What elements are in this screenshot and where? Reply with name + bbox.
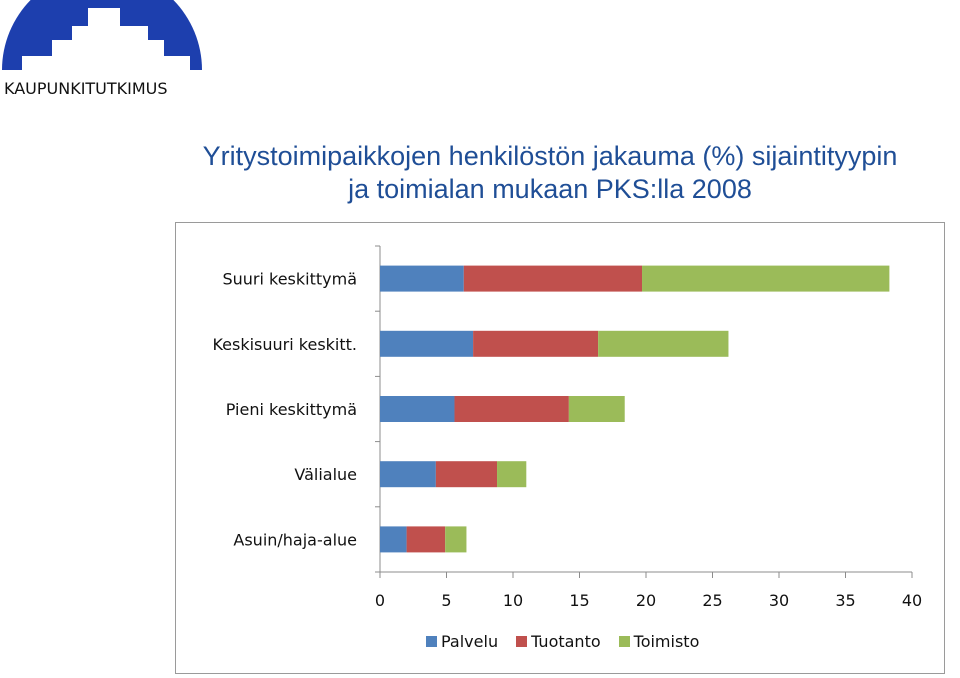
legend-item-toimisto: Toimisto — [618, 632, 700, 651]
x-tick-label: 40 — [902, 591, 922, 610]
chart-area — [175, 222, 945, 674]
legend-item-palvelu: Palvelu — [426, 632, 498, 651]
chart-title-line-1: Yritystoimipaikkojen henkilöstön jakauma… — [202, 141, 898, 171]
bar-segment-palvelu — [380, 396, 455, 422]
x-tick-label: 35 — [835, 591, 855, 610]
bar-segment-tuotanto — [463, 265, 643, 292]
x-tick-label: 30 — [769, 591, 789, 610]
x-tick-label: 15 — [569, 591, 589, 610]
legend-label-tuotanto: Tuotanto — [531, 632, 601, 651]
bar-segment-palvelu — [380, 461, 436, 488]
category-label: Pieni keskittymä — [226, 400, 357, 419]
bar-segment-tuotanto — [454, 396, 569, 422]
chart-title-line-2: ja toimialan mukaan PKS:lla 2008 — [348, 174, 752, 204]
kaupunkitutkimus-logo-icon — [2, 0, 202, 70]
x-tick-label: 25 — [702, 591, 722, 610]
x-tick-label: 5 — [441, 591, 451, 610]
x-tick-label: 0 — [375, 591, 385, 610]
legend-swatch-palvelu — [426, 636, 437, 647]
legend-item-tuotanto: Tuotanto — [516, 632, 601, 651]
x-tick-label: 20 — [636, 591, 656, 610]
category-label: Suuri keskittymä — [222, 270, 357, 289]
logo-wordmark: KAUPUNKITUTKIMUS — [4, 79, 168, 98]
legend-swatch-toimisto — [618, 636, 630, 647]
bar-segment-toimisto — [568, 396, 625, 422]
bar-segment-tuotanto — [435, 461, 498, 488]
bar-segment-palvelu — [380, 330, 474, 357]
bar-segment-palvelu — [380, 265, 464, 292]
bar-segment-tuotanto — [473, 330, 599, 357]
legend-swatch-tuotanto — [516, 636, 528, 647]
legend-label-palvelu: Palvelu — [441, 632, 499, 651]
bar-segment-palvelu — [380, 526, 407, 553]
legend: Palvelu Tuotanto Toimisto — [426, 632, 699, 651]
bar-segment-toimisto — [497, 461, 527, 488]
bar-segment-toimisto — [445, 526, 467, 553]
category-label: Keskisuuri keskitt. — [212, 335, 357, 354]
bar-segment-toimisto — [598, 330, 729, 357]
category-label: Välialue — [294, 465, 357, 484]
x-tick-label: 10 — [503, 591, 523, 610]
chart-title: Yritystoimipaikkojen henkilöstön jakauma… — [150, 140, 950, 206]
legend-label-toimisto: Toimisto — [633, 632, 700, 651]
bar-segment-tuotanto — [406, 526, 446, 553]
bar-segment-toimisto — [642, 265, 890, 292]
category-label: Asuin/haja-alue — [233, 530, 357, 549]
